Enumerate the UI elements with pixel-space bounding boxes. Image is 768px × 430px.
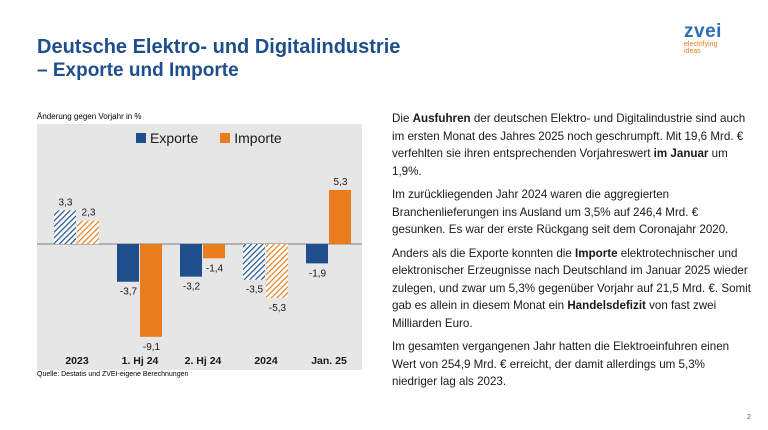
zvei-logo: zvei electrifying ideas (684, 22, 754, 55)
paragraph-4: Im gesamten vergangenen Jahr hatten die … (392, 340, 730, 388)
data-label-exporte-2-hj-24: -3,2 (183, 282, 201, 293)
p3-bold-handelsdefizit: Handelsdefizit (567, 299, 646, 312)
data-label-exporte-2024: -3,5 (246, 285, 264, 296)
p1-bold-januar: im Januar (653, 147, 709, 160)
bar-importe-1-hj-24 (140, 244, 162, 337)
p3-text-c: elektrotechnischer und elektronischer Er… (392, 246, 751, 313)
x-tick-label-2024: 2024 (254, 355, 278, 367)
legend-label-importe: Importe (234, 130, 282, 146)
x-tick-label-2023: 2023 (65, 355, 89, 367)
legend-item-importe: Importe (220, 130, 282, 146)
p3-bold-importe: Importe (575, 246, 618, 260)
chart-y-label: Änderung gegen Vorjahr in % (37, 112, 142, 121)
chart-area: 3,3 2,3 2023 -3,7 -9,1 1. Hj 24 -3,2 -1,4 2. Hj … (37, 124, 362, 370)
chart-legend: Exporte Importe (136, 130, 282, 146)
paragraph-2: Im zurückliegenden Jahr 2024 waren die a… (392, 188, 729, 236)
paragraph-3: Anders als die Exporte konnten die Impor… (392, 245, 752, 333)
page-title: Deutsche Elektro- und Digitalindustrie –… (37, 36, 400, 82)
data-label-importe-1-hj-24: -9,1 (143, 342, 161, 353)
bar-exporte-2024 (243, 244, 265, 280)
bar-importe-2024 (266, 244, 288, 299)
logo-word: zvei (684, 21, 722, 42)
x-tick-label-1-hj-24: 1. Hj 24 (122, 355, 159, 367)
data-label-importe-2024: -5,3 (269, 303, 287, 314)
bar-chart: 3,3 2,3 2023 -3,7 -9,1 1. Hj 24 -3,2 -1,4 2. Hj … (37, 177, 362, 367)
page-number: 2 (747, 414, 751, 421)
commentary-text: Die Ausfuhren der deutschen Elektro- und… (392, 110, 752, 397)
x-tick-label-2-hj-24: 2. Hj 24 (185, 355, 222, 367)
p1-text-c: der deutschen Elektro- und Digitalindust… (392, 112, 746, 160)
legend-swatch-exporte (136, 133, 146, 143)
legend-label-exporte: Exporte (150, 130, 199, 146)
data-label-exporte-2023: 3,3 (59, 197, 73, 208)
legend-item-exporte: Exporte (136, 130, 198, 146)
bar-exporte-1-hj-24 (117, 244, 139, 282)
title-line-1: Deutsche Elektro- und Digitalindustrie (37, 36, 401, 58)
bar-importe-2-hj-24 (203, 244, 225, 259)
legend-swatch-importe (220, 133, 231, 143)
data-label-importe-2-hj-24: -1,4 (206, 263, 224, 274)
bar-importe-2023 (77, 220, 99, 244)
bar-importe-jan-25 (329, 189, 351, 244)
source-note: Quelle: Destatis und ZVEI-eigene Berechn… (37, 371, 189, 378)
title-line-2: – Exporte und Importe (37, 60, 239, 81)
bar-exporte-2023 (54, 210, 76, 244)
p1-text-d: um 1,9%. (392, 147, 728, 178)
x-tick-label-jan-25: Jan. 25 (311, 355, 347, 367)
p3-text-a: Anders als die Exporte konnten die (392, 246, 576, 260)
data-label-importe-jan-25: 5,3 (334, 177, 348, 188)
p1-bold-ausfuhren: Ausfuhren (412, 112, 471, 125)
logo-tagline-2: ideas (684, 48, 701, 55)
bar-exporte-2-hj-24 (180, 244, 202, 277)
data-label-exporte-1-hj-24: -3,7 (120, 287, 138, 298)
p3-text-d: von fast zwei Milliarden Euro. (392, 299, 717, 330)
data-label-importe-2023: 2,3 (82, 208, 96, 219)
bar-exporte-jan-25 (306, 244, 328, 264)
p1-text-a: Die (392, 112, 413, 125)
paragraph-1: Die Ausfuhren der deutschen Elektro- und… (392, 110, 752, 180)
logo-tagline-1: electrifying (684, 41, 718, 48)
data-label-exporte-jan-25: -1,9 (309, 268, 327, 279)
